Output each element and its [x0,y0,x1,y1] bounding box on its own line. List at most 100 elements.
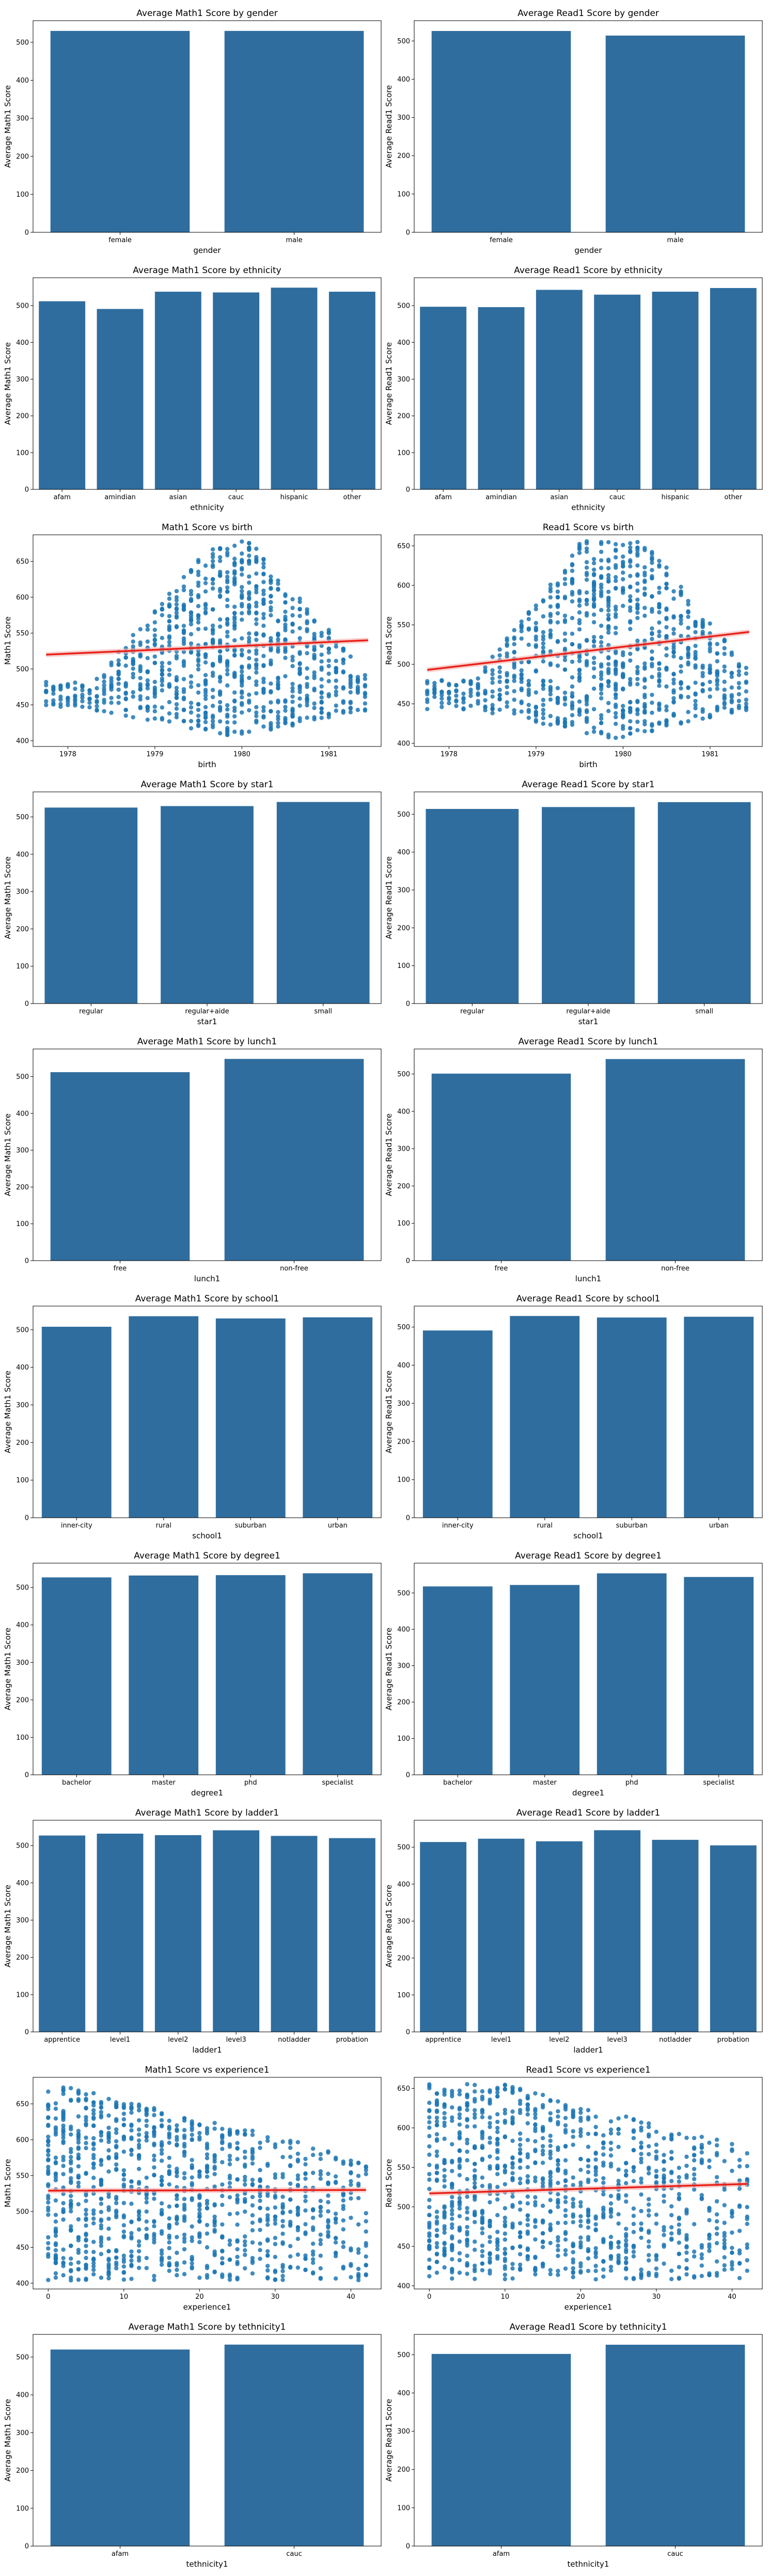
data-point [722,688,727,692]
data-point [577,627,582,632]
data-point [707,2272,712,2277]
data-point [69,2167,73,2172]
data-point [80,688,85,693]
data-point [525,2180,530,2185]
data-point [232,720,237,725]
data-point [190,2137,194,2142]
data-point [473,2185,477,2189]
data-point [525,2112,530,2117]
data-point [533,2116,538,2120]
data-point [53,2261,58,2266]
data-point [269,636,273,641]
data-point [679,621,683,626]
bar [684,1316,754,1518]
x-tick-label: bachelor [443,1779,473,1787]
data-point [240,617,244,622]
data-point [427,2125,432,2130]
data-point [635,603,640,608]
data-point [265,2138,270,2143]
data-point [614,555,618,560]
data-point [235,2276,240,2280]
data-point [525,2095,530,2101]
data-point [624,2227,629,2231]
data-point [730,2246,734,2250]
data-point [240,611,244,616]
data-point [729,674,734,679]
data-point [210,586,215,591]
data-point [519,636,524,641]
data-point [591,634,597,640]
data-point [744,702,749,706]
data-point [91,2250,96,2254]
data-point [503,2237,508,2242]
data-point [608,2131,614,2136]
data-point [258,2217,262,2222]
chart-14: Average Read1 Score by degree10100200300… [384,1551,763,1798]
data-point [517,2200,523,2205]
bar [422,1330,493,1518]
data-point [121,2229,127,2234]
data-point [495,2090,500,2095]
data-point [503,2206,508,2211]
plot-frame [414,791,763,1004]
data-point [736,673,742,677]
data-point [91,2212,96,2216]
data-point [121,2111,127,2116]
data-point [650,661,654,666]
data-point [297,607,302,611]
data-point [283,600,288,605]
data-point [442,2265,447,2270]
data-point [114,2154,119,2159]
data-point [570,722,575,727]
data-point [258,2256,262,2261]
data-point [715,671,719,676]
x-tick-label: urban [709,1522,729,1530]
x-tick-label: level2 [168,2036,188,2044]
data-point [225,603,230,609]
data-point [167,614,172,618]
data-point [473,2212,477,2217]
x-axis-label: experience1 [183,2302,231,2312]
data-point [348,705,353,710]
data-point [677,2240,682,2245]
data-point [599,684,604,689]
data-point [593,2216,598,2221]
data-point [341,2161,346,2166]
data-point [736,686,742,690]
data-point [310,2270,316,2275]
data-point [556,2162,560,2167]
data-point [669,2132,674,2137]
data-point [227,2238,232,2243]
data-point [488,2115,492,2120]
data-point [220,2256,225,2261]
data-point [664,684,669,689]
data-point [247,700,252,705]
data-point [205,2201,210,2206]
data-point [480,2136,485,2141]
data-point [664,708,669,712]
data-point [541,637,546,642]
bar [215,1318,286,1518]
data-point [473,2108,477,2112]
bar [50,2349,190,2546]
data-point [457,2200,462,2205]
data-point [606,679,611,684]
data-point [364,2164,368,2169]
data-point [635,546,640,550]
x-tick-label: suburban [235,1522,266,1530]
data-point [647,2171,651,2176]
y-tick-label: 200 [16,153,29,161]
x-tick-label: male [286,236,302,244]
data-point [606,733,611,737]
data-point [563,2158,568,2163]
data-point [136,2180,142,2185]
data-point [212,2126,217,2131]
data-point [490,703,495,707]
data-point [591,656,597,660]
x-tick-label: small [314,1008,332,1015]
data-point [190,2257,194,2262]
x-tick-label: 40 [347,2293,355,2301]
data-point [563,2214,568,2218]
data-point [116,681,121,686]
data-point [473,2267,477,2271]
